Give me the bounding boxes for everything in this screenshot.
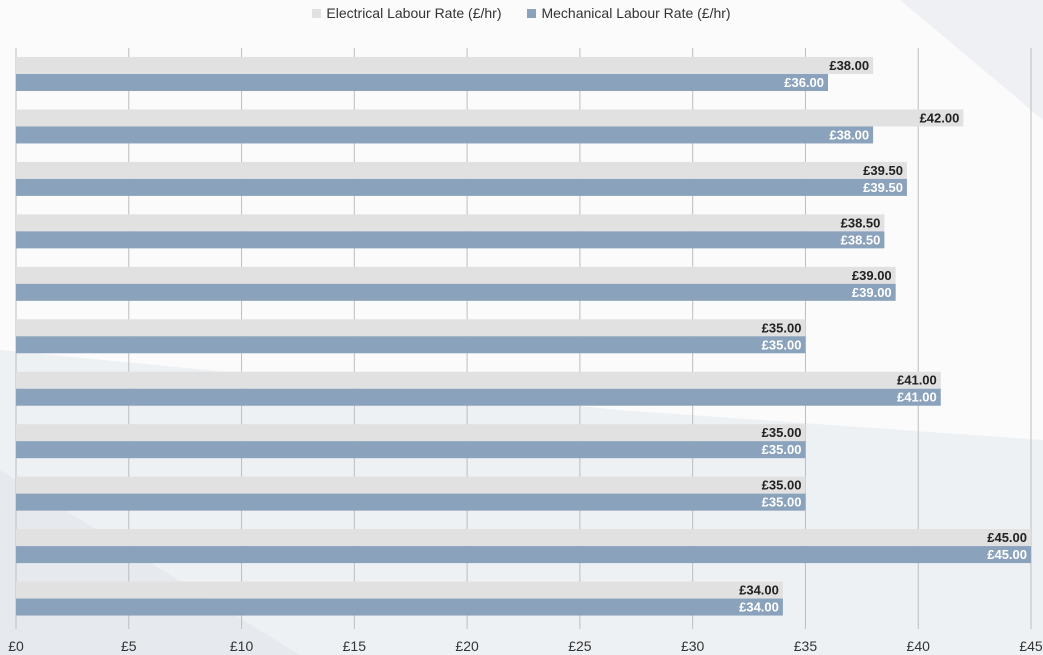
x-tick-label: £10 [230,638,254,654]
legend-label-mechanical: Mechanical Labour Rate (£/hr) [541,5,731,21]
data-label-electrical: £39.50 [863,163,903,178]
bar-electrical [16,529,1031,547]
bar-electrical [16,266,896,284]
bar-mechanical [16,74,828,91]
x-tick-label: £40 [907,638,931,654]
bar-electrical [16,581,783,599]
legend-item-electrical: Electrical Labour Rate (£/hr) [312,5,501,21]
bar-mechanical [16,441,806,459]
bar-electrical [16,319,806,337]
bar-electrical [16,109,964,127]
data-label-mechanical: £35.00 [762,495,802,510]
bar-mechanical [16,493,806,511]
bar-mechanical [16,336,806,354]
data-label-mechanical: £41.00 [897,390,937,405]
legend-swatch-mechanical [527,8,537,18]
legend-item-mechanical: Mechanical Labour Rate (£/hr) [527,5,731,21]
data-label-mechanical: £39.00 [852,285,892,300]
bar-electrical [16,161,907,179]
data-label-electrical: £38.50 [841,215,881,230]
data-label-electrical: £34.00 [739,583,779,598]
x-tick-label: £30 [681,638,705,654]
bar-electrical [16,371,941,389]
legend: Electrical Labour Rate (£/hr) Mechanical… [0,5,1043,21]
bar-mechanical [16,598,783,616]
bar-mechanical [16,178,907,196]
bar-mechanical [16,546,1031,564]
data-label-electrical: £42.00 [920,110,960,125]
data-label-mechanical: £36.00 [784,75,824,90]
data-label-electrical: £39.00 [852,268,892,283]
bar-mechanical [16,231,885,249]
data-label-mechanical: £35.00 [762,337,802,352]
data-label-mechanical: £38.50 [841,232,881,247]
data-label-electrical: £35.00 [762,425,802,440]
legend-label-electrical: Electrical Labour Rate (£/hr) [326,5,502,21]
data-label-electrical: £35.00 [762,478,802,493]
bar-mechanical [16,126,874,144]
data-label-electrical: £41.00 [897,373,937,388]
data-label-mechanical: £38.00 [829,127,869,142]
x-tick-label: £5 [121,638,137,654]
bar-electrical [16,57,874,74]
x-tick-label: £35 [794,638,818,654]
data-label-electrical: £35.00 [762,320,802,335]
data-label-mechanical: £35.00 [762,442,802,457]
data-label-mechanical: £34.00 [739,600,779,615]
legend-swatch-electrical [312,8,322,18]
x-tick-label: £25 [568,638,592,654]
data-label-mechanical: £39.50 [863,180,903,195]
x-tick-label: £20 [455,638,479,654]
data-label-mechanical: £45.00 [987,547,1027,562]
bar-electrical [16,476,806,494]
bar-mechanical [16,283,896,301]
data-label-electrical: £38.00 [829,58,869,73]
bar-mechanical [16,388,941,406]
x-tick-label: £45 [1019,638,1043,654]
bar-electrical [16,214,885,232]
x-tick-label: £0 [8,638,24,654]
bar-electrical [16,424,806,442]
data-label-electrical: £45.00 [987,530,1027,545]
x-tick-label: £15 [343,638,367,654]
